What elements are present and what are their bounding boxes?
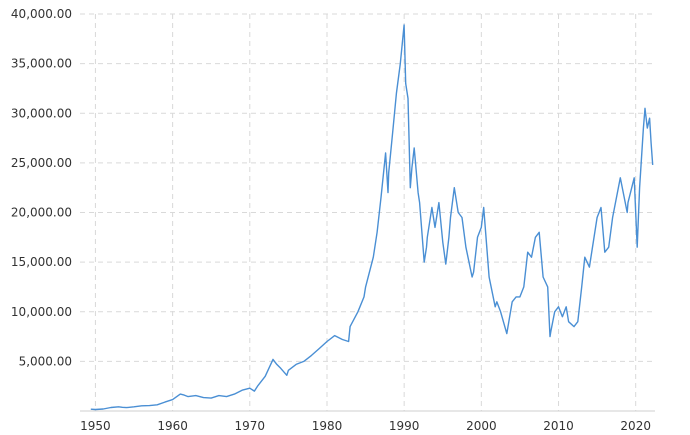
y-tick-label: 20,000.00 — [11, 206, 72, 220]
series-line — [90, 24, 654, 411]
x-gridlines — [94, 14, 637, 411]
x-tick-label: 2020 — [620, 419, 651, 433]
y-tick-label: 25,000.00 — [11, 156, 72, 170]
series-group — [90, 24, 654, 411]
x-tick-label: 1980 — [312, 419, 343, 433]
x-tick-label: 1960 — [157, 419, 188, 433]
y-tick-label: 40,000.00 — [11, 7, 72, 21]
x-tick-label: 2010 — [543, 419, 574, 433]
y-tick-label: 30,000.00 — [11, 106, 72, 120]
x-tick-label: 1970 — [235, 419, 266, 433]
x-tick-label: 1990 — [389, 419, 420, 433]
y-tick-labels: 5,000.00 10,000.00 15,000.00 20,000.00 25,00… — [11, 7, 72, 368]
y-tick-label: 5,000.00 — [19, 354, 72, 368]
x-tick-label: 2000 — [466, 419, 497, 433]
y-tick-label: 35,000.00 — [11, 57, 72, 71]
y-tick-label: 15,000.00 — [11, 255, 72, 269]
x-tick-labels: 1950 1960 1970 1980 1990 2000 2010 2020 — [80, 419, 651, 433]
y-gridlines — [80, 13, 655, 362]
y-tick-label: 10,000.00 — [11, 305, 72, 319]
x-tick-label: 1950 — [80, 419, 111, 433]
